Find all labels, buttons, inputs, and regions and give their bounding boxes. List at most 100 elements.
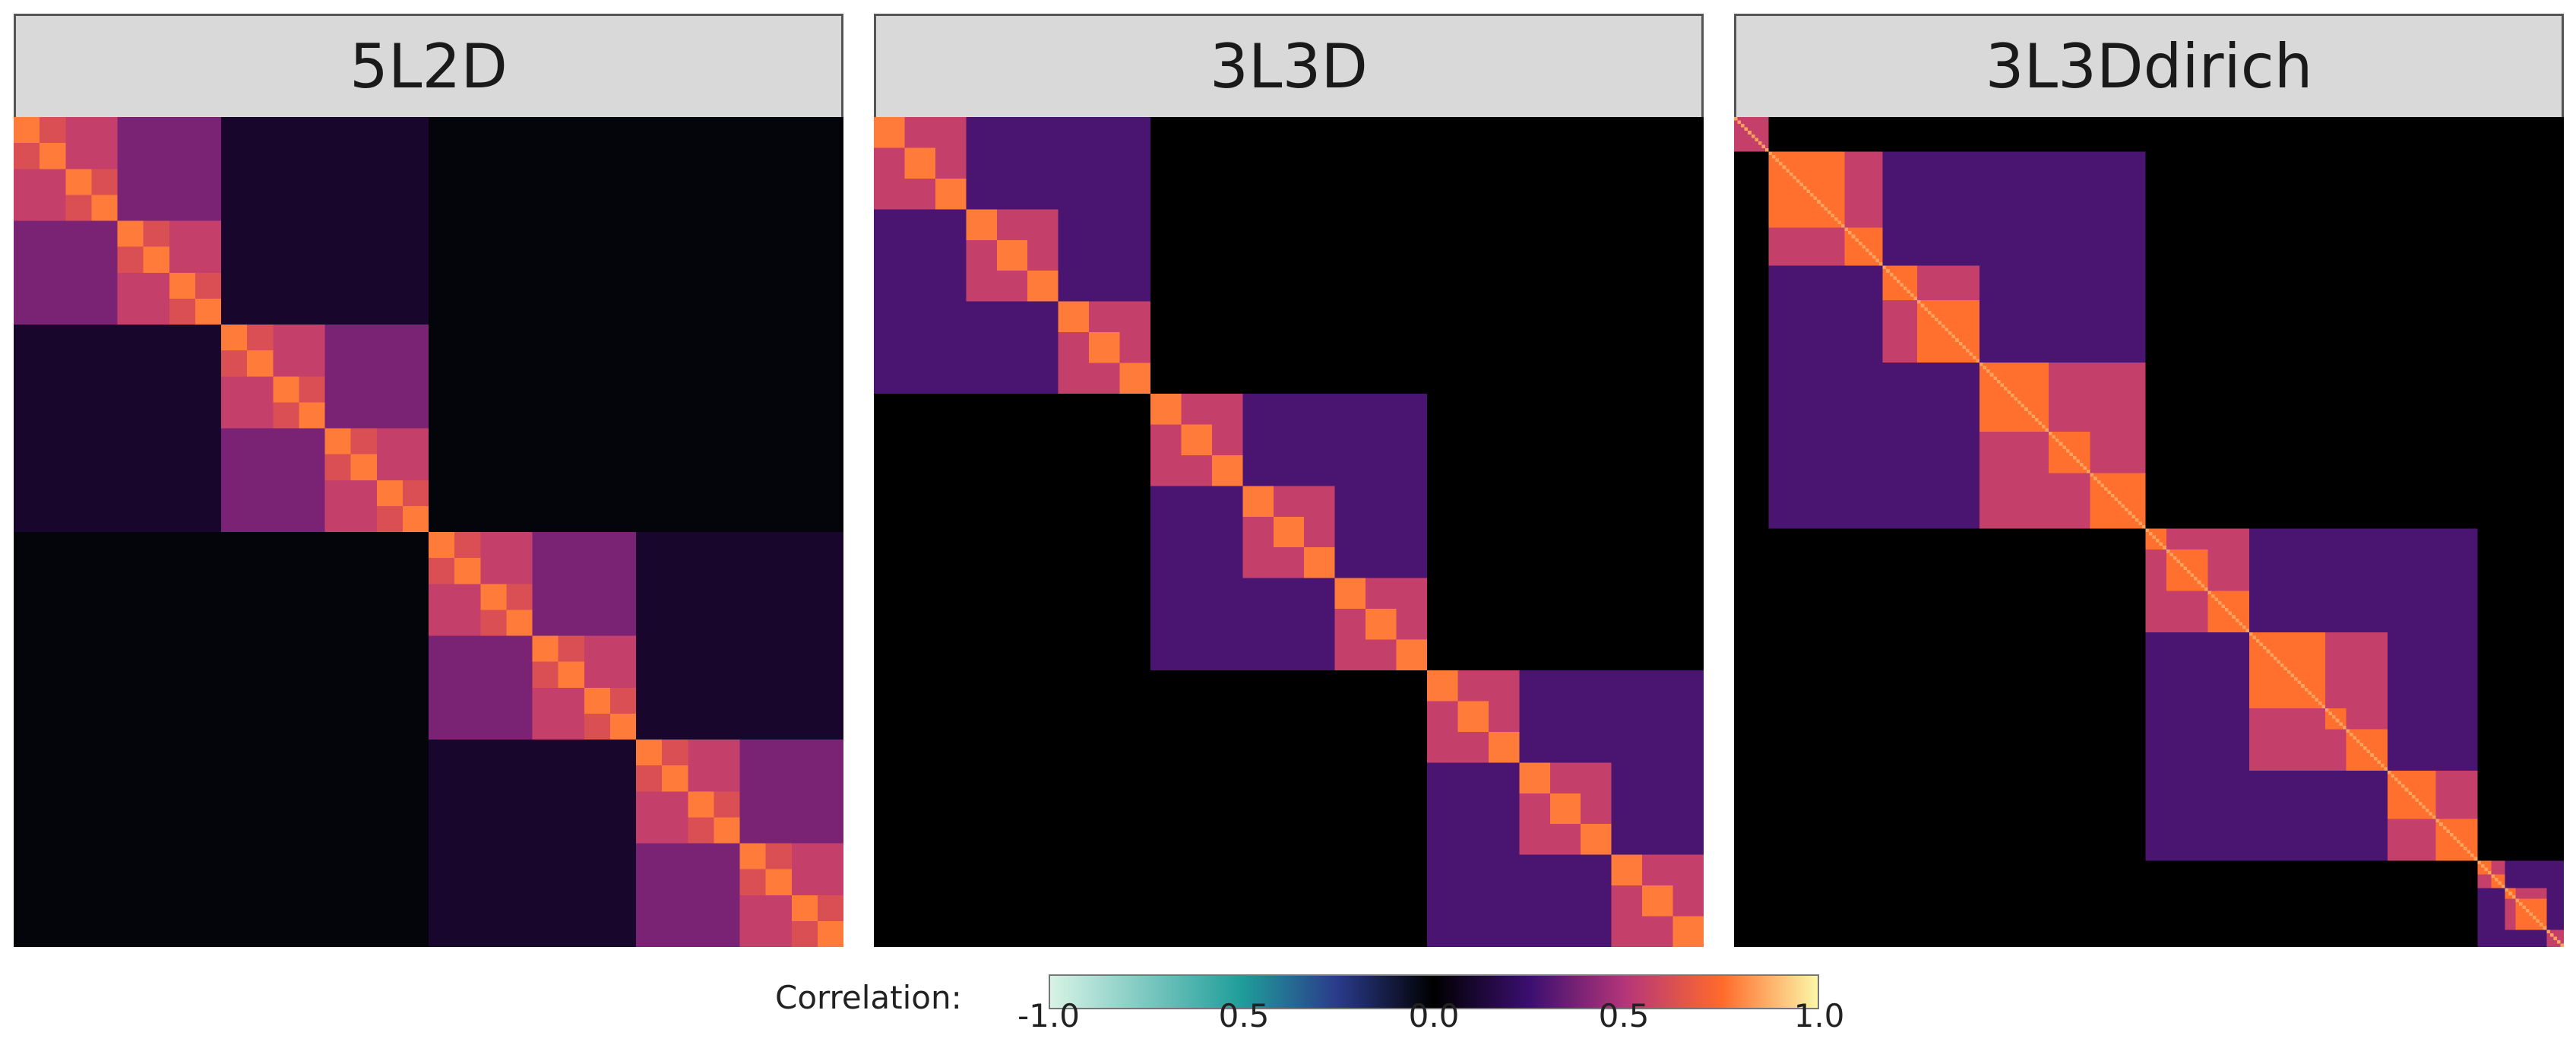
diagonal-cell xyxy=(1150,394,1182,425)
legend-title: Correlation: xyxy=(775,979,962,1016)
diagonal-cell xyxy=(2460,843,2464,847)
diagonal-cell xyxy=(2072,455,2077,460)
diagonal-cell xyxy=(2518,901,2523,906)
diagonal-cell xyxy=(1951,334,1956,339)
diagonal-cell xyxy=(1519,762,1550,793)
diagonal-cell xyxy=(2359,743,2364,747)
diagonal-cell xyxy=(506,610,533,636)
diagonal-cell xyxy=(2484,867,2488,871)
diagonal-cell xyxy=(1983,366,1987,370)
diagonal-cell xyxy=(2553,936,2557,940)
diagonal-cell xyxy=(2560,943,2564,947)
diagonal-cell xyxy=(2511,895,2516,899)
diagonal-cell xyxy=(1948,331,1952,335)
diagonal-cell xyxy=(1786,169,1790,173)
diagonal-cell xyxy=(2273,656,2277,660)
diagonal-cell xyxy=(2384,767,2388,771)
diagonal-cell xyxy=(2301,684,2305,688)
diagonal-cell xyxy=(2021,404,2025,408)
diagonal-cell xyxy=(874,117,905,148)
diagonal-cell xyxy=(2342,725,2347,730)
diagonal-cell xyxy=(1119,363,1150,394)
diagonal-cell xyxy=(402,505,429,532)
diagonal-cell xyxy=(1989,372,1994,377)
diagonal-cell xyxy=(195,298,221,325)
diagonal-cell xyxy=(2093,477,2097,480)
diagonal-cell xyxy=(2207,591,2211,594)
diagonal-cell xyxy=(791,895,818,921)
diagonal-cell xyxy=(1886,269,1890,273)
diagonal-cell xyxy=(91,195,118,221)
diagonal-cell xyxy=(2049,432,2052,435)
diagonal-cell xyxy=(480,584,507,610)
diagonal-cell xyxy=(1744,127,1748,131)
diagonal-cell xyxy=(2533,916,2536,920)
diagonal-cell xyxy=(1979,363,1983,366)
diagonal-cell xyxy=(1972,355,1976,359)
correlation-block xyxy=(2049,432,2090,473)
diagonal-cell xyxy=(2149,532,2153,536)
diagonal-cell xyxy=(2024,407,2028,411)
diagonal-cell xyxy=(2055,439,2059,442)
diagonal-cell xyxy=(65,169,92,195)
diagonal-cell xyxy=(2083,466,2087,470)
diagonal-cell xyxy=(2325,708,2329,712)
diagonal-cell xyxy=(2014,397,2018,401)
diagonal-cell xyxy=(2145,528,2149,532)
diagonal-cell xyxy=(1920,303,1925,308)
diagonal-cell xyxy=(169,272,195,299)
diagonal-cell xyxy=(1865,248,1869,252)
diagonal-cell xyxy=(2439,822,2443,826)
diagonal-cell xyxy=(2100,483,2104,487)
diagonal-cell xyxy=(2525,908,2530,913)
diagonal-cell xyxy=(1611,854,1643,886)
diagonal-cell xyxy=(2280,663,2284,667)
diagonal-cell xyxy=(2000,383,2004,387)
diagonal-cell xyxy=(1955,338,1959,342)
diagonal-cell xyxy=(996,239,1028,271)
diagonal-cell xyxy=(2034,417,2039,422)
diagonal-cell xyxy=(532,635,559,662)
diagonal-cell xyxy=(1803,186,1807,190)
diagonal-cell xyxy=(2256,639,2260,643)
diagonal-cell xyxy=(2076,459,2080,463)
colorbar-legend: Correlation: -1.0 0.5 0.0 0.5 1.0 xyxy=(0,965,2576,1042)
diagonal-cell xyxy=(2038,421,2042,425)
diagonal-cell xyxy=(2228,611,2233,616)
diagonal-cell xyxy=(966,209,997,240)
diagonal-cell xyxy=(2183,566,2188,571)
diagonal-cell xyxy=(273,376,299,403)
diagonal-cell xyxy=(1768,151,1773,156)
diagonal-cell xyxy=(1737,120,1742,125)
diagonal-cell xyxy=(2349,732,2353,736)
diagonal-cell xyxy=(1549,793,1581,825)
diagonal-cell xyxy=(2294,677,2298,681)
diagonal-cell xyxy=(350,454,377,480)
diagonal-cell xyxy=(2187,570,2191,574)
diagonal-cell xyxy=(2114,497,2119,502)
diagonal-cell xyxy=(2159,542,2163,546)
diagonal-cell xyxy=(2505,888,2509,892)
diagonal-cell xyxy=(584,687,610,714)
facet-panel-3l3ddirich: 3L3Ddirich xyxy=(1734,14,2564,947)
diagonal-cell xyxy=(2353,736,2356,740)
diagonal-cell xyxy=(2491,874,2495,878)
diagonal-cell xyxy=(2321,705,2326,709)
diagonal-cell xyxy=(221,325,248,351)
diagonal-cell xyxy=(2404,787,2409,792)
diagonal-cell xyxy=(2370,753,2374,757)
heatmap-3l3ddirich xyxy=(1734,117,2564,947)
diagonal-cell xyxy=(2418,801,2423,806)
diagonal-cell xyxy=(429,532,455,559)
diagonal-cell xyxy=(2339,722,2343,726)
diagonal-cell xyxy=(2377,760,2381,764)
diagonal-cell xyxy=(2435,819,2440,823)
diagonal-cell xyxy=(2487,870,2492,875)
diagonal-cell xyxy=(2163,546,2166,550)
diagonal-cell xyxy=(1938,321,1941,325)
diagonal-cell xyxy=(1945,328,1949,332)
diagonal-cell xyxy=(2549,933,2554,937)
diagonal-cell xyxy=(2387,770,2391,774)
diagonal-cell xyxy=(2502,885,2505,888)
diagonal-cell xyxy=(14,117,40,144)
